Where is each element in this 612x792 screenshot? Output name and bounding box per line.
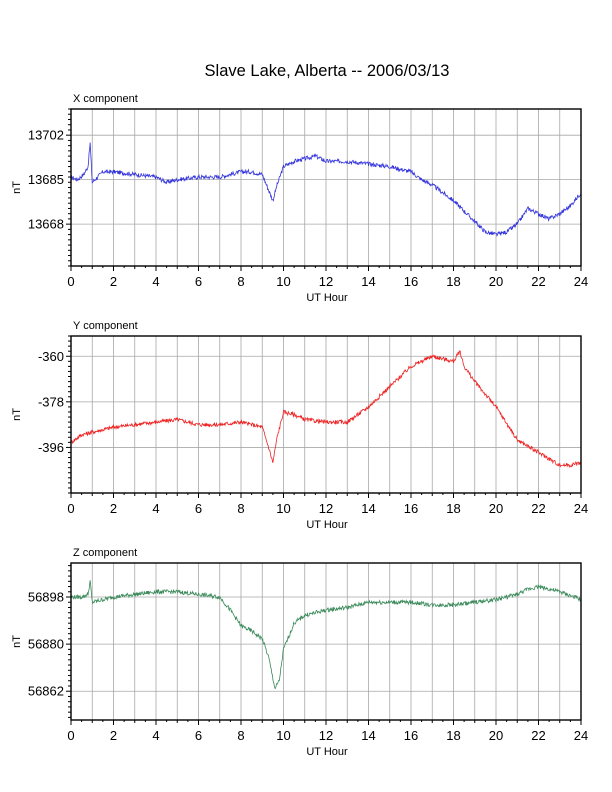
y-tick-label: 13668 xyxy=(28,217,64,232)
x-axis-label-z: UT Hour xyxy=(306,746,348,758)
x-tick-label: 6 xyxy=(195,501,202,516)
x-tick-label: 2 xyxy=(110,501,117,516)
x-tick-label: 20 xyxy=(489,501,503,516)
grid-y xyxy=(71,336,581,493)
x-tick-label: 12 xyxy=(319,728,333,743)
x-tick-label: 20 xyxy=(489,728,503,743)
x-tick-label: 4 xyxy=(152,728,159,743)
x-tick-label: 18 xyxy=(446,274,460,289)
x-tick-label: 16 xyxy=(404,501,418,516)
x-tick-label: 2 xyxy=(110,274,117,289)
x-tick-label: 10 xyxy=(276,728,290,743)
y-tick-label: 56862 xyxy=(28,684,64,699)
x-tick-label: 24 xyxy=(574,728,588,743)
grid-x xyxy=(71,109,581,266)
panel-label-z: Z component xyxy=(73,547,137,559)
y-axis-label-z: nT xyxy=(11,635,23,648)
y-tick-label: 13702 xyxy=(28,128,64,143)
x-tick-label: 12 xyxy=(319,274,333,289)
series-line-z xyxy=(70,580,582,689)
x-tick-label: 10 xyxy=(276,501,290,516)
series-line-x xyxy=(70,142,582,237)
x-tick-label: 8 xyxy=(237,274,244,289)
x-axis-label-y: UT Hour xyxy=(306,519,348,531)
x-tick-label: 14 xyxy=(361,728,375,743)
x-tick-label: 8 xyxy=(237,501,244,516)
series-line-y xyxy=(70,349,582,469)
y-axis-label-x: nT xyxy=(11,181,23,194)
x-tick-label: 16 xyxy=(404,728,418,743)
x-tick-label: 10 xyxy=(276,274,290,289)
y-tick-label: 56898 xyxy=(28,590,64,605)
x-tick-label: 18 xyxy=(446,728,460,743)
x-axis-label-x: UT Hour xyxy=(306,292,348,304)
x-tick-label: 22 xyxy=(531,728,545,743)
x-tick-label: 22 xyxy=(531,274,545,289)
panel-label-x: X component xyxy=(73,93,138,105)
x-tick-label: 0 xyxy=(67,728,74,743)
x-tick-label: 18 xyxy=(446,501,460,516)
x-tick-label: 22 xyxy=(531,501,545,516)
x-tick-label: 24 xyxy=(574,501,588,516)
y-tick-label: -360 xyxy=(38,349,64,364)
figure-title: Slave Lake, Alberta -- 2006/03/13 xyxy=(205,62,450,80)
x-tick-label: 16 xyxy=(404,274,418,289)
y-tick-label: 13685 xyxy=(28,172,64,187)
y-tick-label: -378 xyxy=(38,394,64,409)
x-tick-label: 2 xyxy=(110,728,117,743)
x-tick-label: 6 xyxy=(195,274,202,289)
x-tick-label: 0 xyxy=(67,274,74,289)
x-tick-label: 14 xyxy=(361,501,375,516)
x-tick-label: 4 xyxy=(152,274,159,289)
x-tick-label: 24 xyxy=(574,274,588,289)
panel-label-y: Y component xyxy=(73,320,138,332)
grid-z xyxy=(71,563,581,720)
x-tick-label: 12 xyxy=(319,501,333,516)
y-axis-label-y: nT xyxy=(11,408,23,421)
x-tick-label: 14 xyxy=(361,274,375,289)
x-tick-label: 4 xyxy=(152,501,159,516)
x-tick-label: 6 xyxy=(195,728,202,743)
x-tick-label: 0 xyxy=(67,501,74,516)
x-tick-label: 20 xyxy=(489,274,503,289)
x-tick-label: 8 xyxy=(237,728,244,743)
y-tick-label: 56880 xyxy=(28,637,64,652)
y-tick-label: -396 xyxy=(38,440,64,455)
